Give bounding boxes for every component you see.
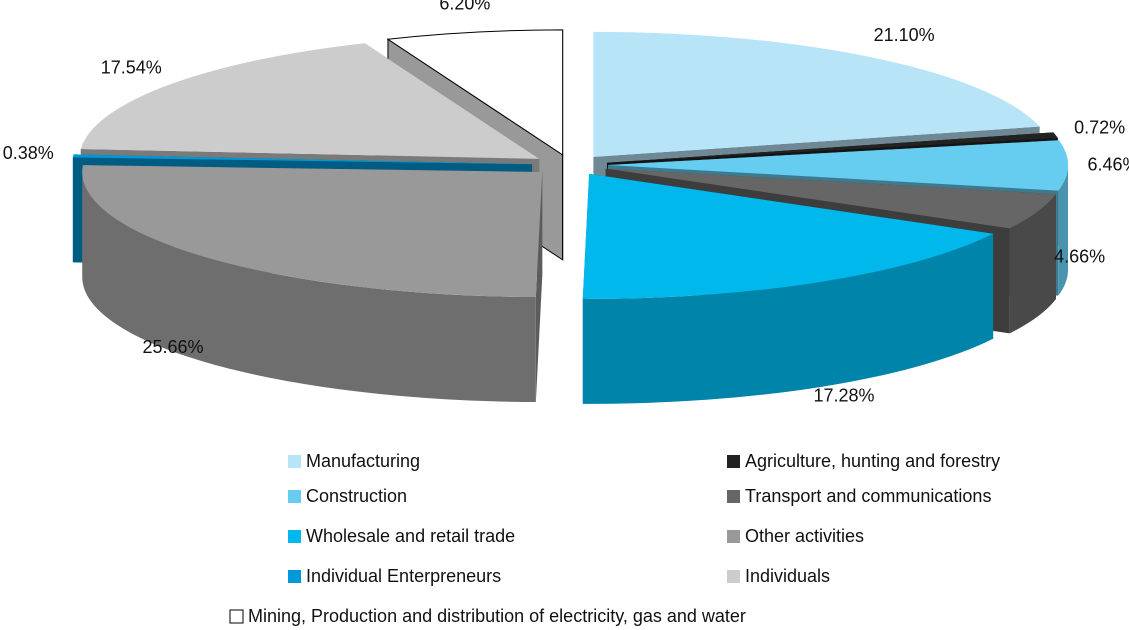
legend-swatch [288, 570, 301, 583]
legend-label: Mining, Production and distribution of e… [248, 606, 746, 626]
slice [82, 165, 543, 298]
slice [607, 140, 1068, 191]
data-label: 17.28% [814, 385, 875, 405]
legend-label: Construction [306, 486, 407, 506]
slice [605, 168, 1056, 229]
data-label: 6.20% [439, 0, 490, 14]
data-label: 17.54% [101, 58, 162, 78]
legend-label: Agriculture, hunting and forestry [745, 451, 1000, 471]
slice [593, 31, 1040, 157]
legend-label: Individuals [745, 566, 830, 586]
legend-label: Other activities [745, 526, 864, 546]
legend-swatch [288, 455, 301, 468]
slice-side [582, 233, 994, 404]
data-label: 4.66% [1054, 246, 1105, 266]
legend-label: Individual Enterpreneurs [306, 566, 501, 586]
legend-swatch [288, 490, 301, 503]
slice [607, 132, 1058, 163]
legend-swatch [727, 455, 740, 468]
legend-swatch [229, 609, 244, 624]
slice [582, 173, 994, 404]
legend-swatch [288, 530, 301, 543]
slice [80, 43, 540, 159]
slice [386, 29, 564, 156]
legend-swatch [727, 490, 740, 503]
legend-label: Transport and communications [745, 486, 991, 506]
slice-side [1009, 194, 1056, 334]
legend-swatch [727, 530, 740, 543]
slice-side [82, 172, 536, 403]
legend-swatch [727, 570, 740, 583]
data-label: 25.66% [142, 337, 203, 357]
data-label: 0.38% [3, 143, 54, 163]
data-label: 21.10% [874, 25, 935, 45]
slice [582, 173, 994, 299]
slice [72, 154, 533, 165]
legend-label: Wholesale and retail trade [306, 526, 515, 546]
data-label: 6.46% [1087, 155, 1129, 175]
slice [82, 165, 543, 403]
legend-label: Manufacturing [306, 451, 420, 471]
pie [72, 29, 1068, 404]
data-label: 0.72% [1074, 118, 1125, 138]
slice-side [1058, 165, 1068, 296]
